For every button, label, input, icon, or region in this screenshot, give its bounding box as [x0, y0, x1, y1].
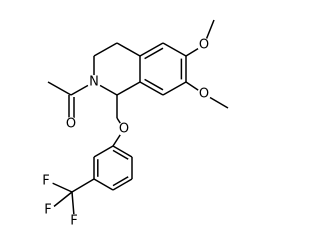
atom-label: O: [119, 122, 129, 137]
atom-label: F: [44, 203, 51, 218]
atom-labels: O N O O O F F F: [39, 38, 211, 229]
atom-label: O: [199, 87, 209, 102]
atom-label: F: [70, 214, 77, 229]
atom-label: F: [42, 174, 49, 189]
atom-label: O: [66, 117, 76, 132]
atom-label: N: [89, 75, 99, 90]
molecule-diagram: O N O O O F F F: [39, 19, 229, 229]
bonds: [47, 19, 229, 217]
atom-label: O: [199, 38, 209, 53]
